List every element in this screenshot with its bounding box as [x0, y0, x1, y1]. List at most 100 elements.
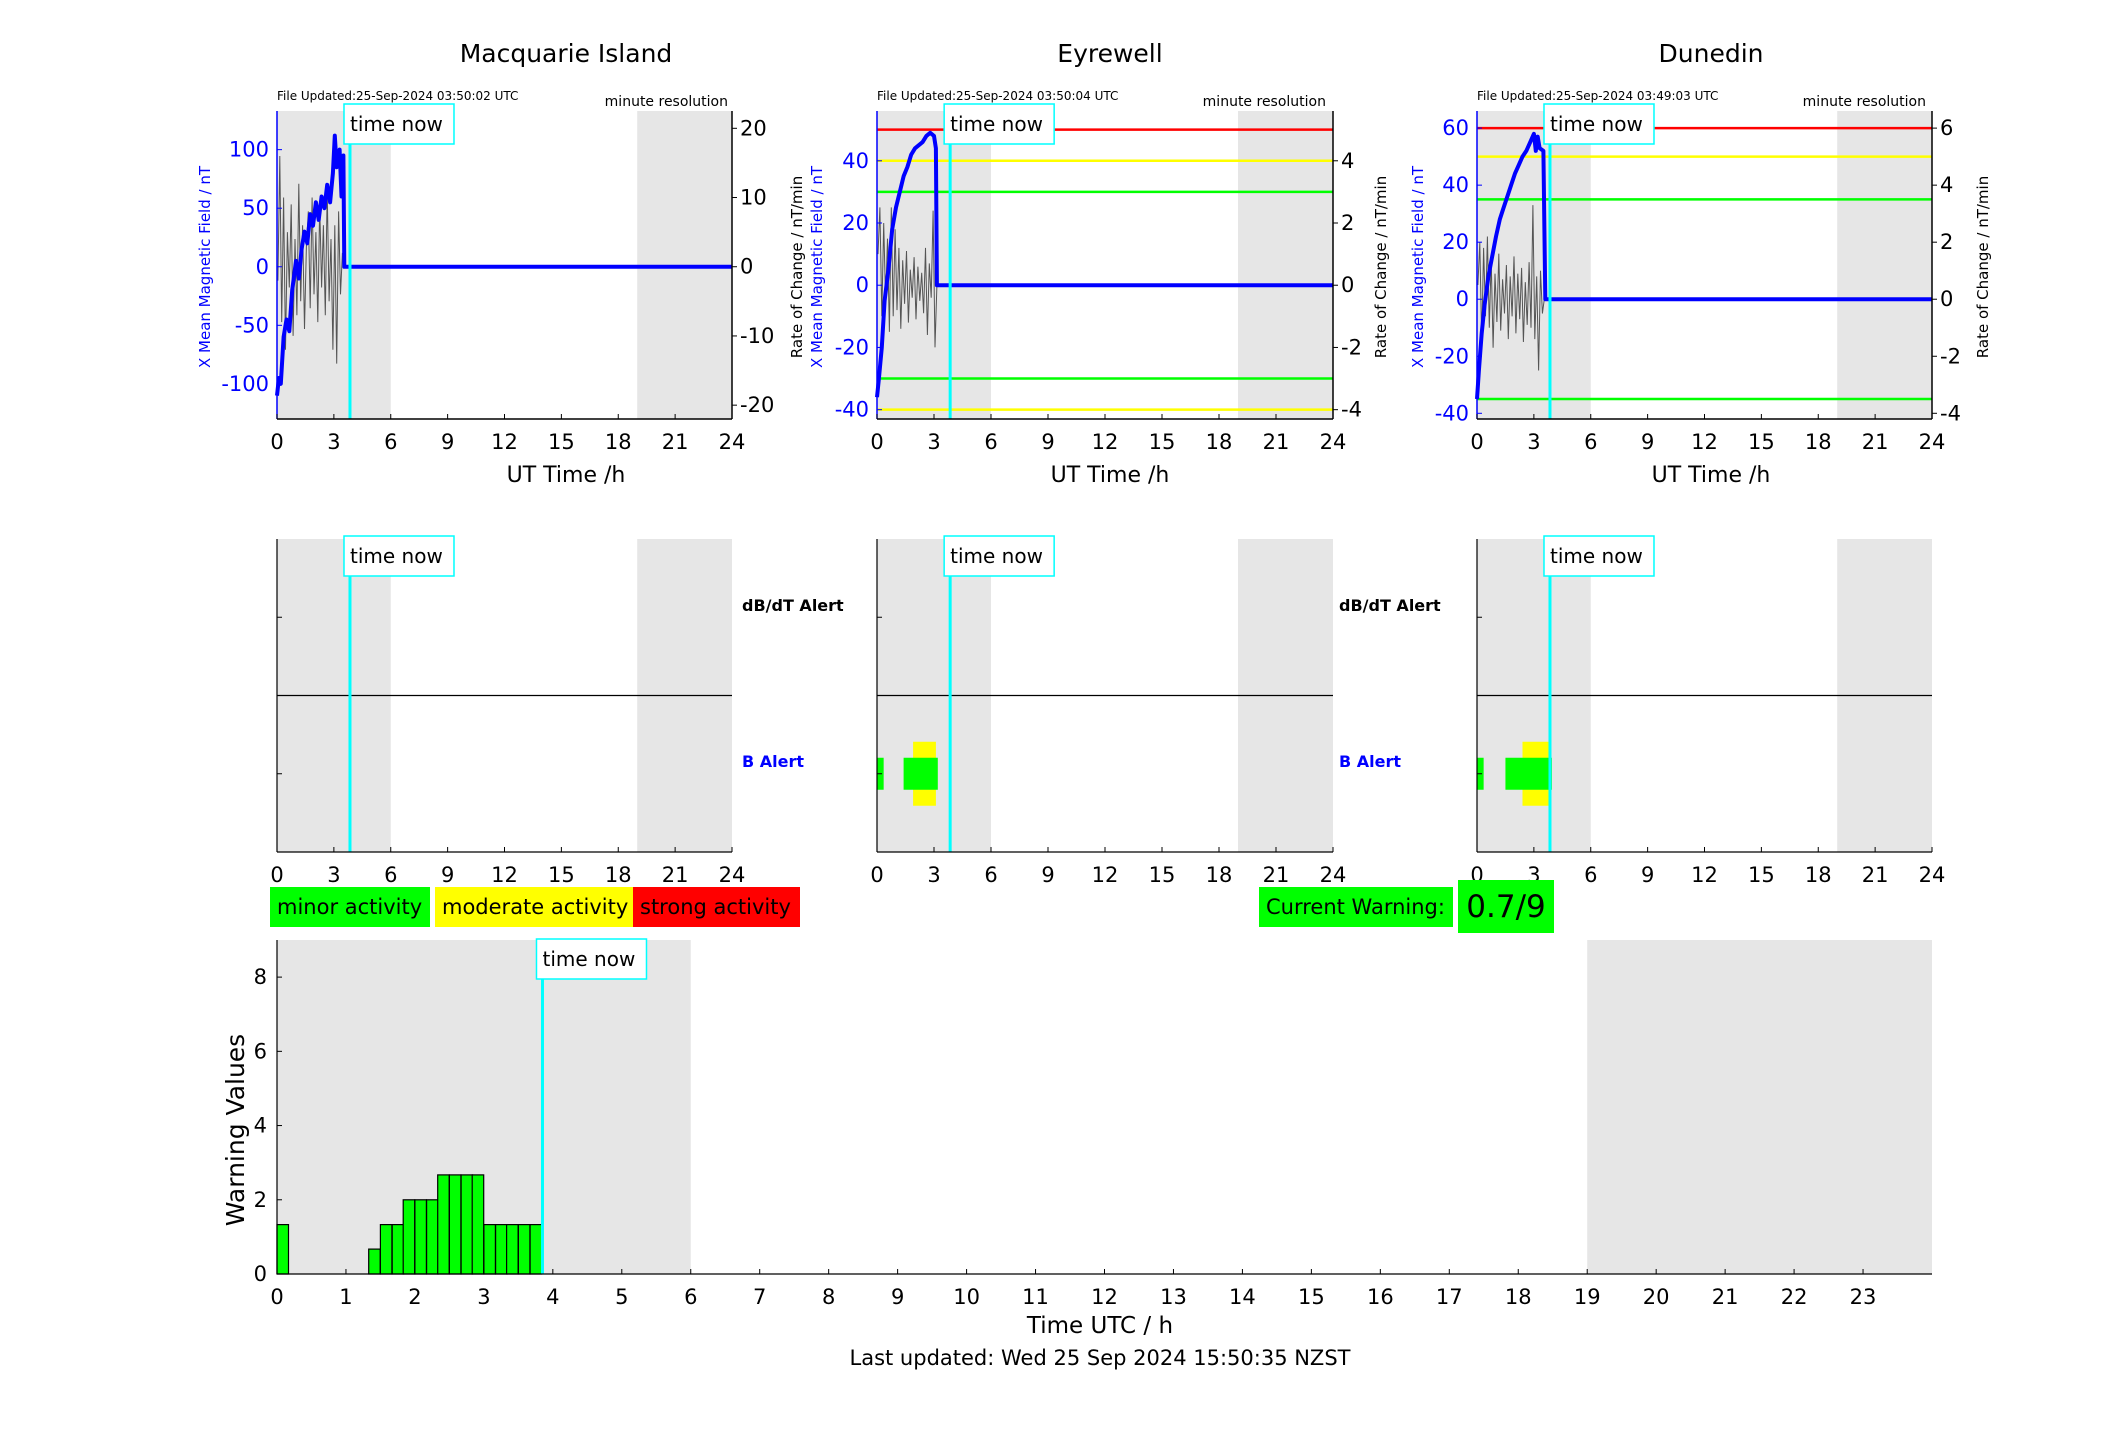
x-tick-label-warning-6: 6: [684, 1285, 697, 1309]
x-tick-label-alert-dunedin-9: 9: [1641, 863, 1654, 887]
shade-band-warning-1: [1587, 940, 1932, 1274]
x-tick-label-alert-eyrewell-6: 6: [984, 863, 997, 887]
x-tick-label-alert-dunedin-18: 18: [1805, 863, 1832, 887]
yr-tick-label-dunedin--2: -2: [1940, 344, 1961, 368]
time-now-box-dunedin: [1543, 103, 1655, 145]
time-now-box-warning: [535, 938, 648, 980]
alert-panel-eyrewell: 0 3 6 9 12 15 18 21 24 time now: [870, 535, 1346, 887]
yr-tick-label-eyrewell--4: -4: [1341, 398, 1362, 422]
x-tick-label-warning-7: 7: [753, 1285, 766, 1309]
x-tick-label-macquarie-3: 3: [327, 430, 340, 454]
y-tick-label-warning-0: 0: [254, 1262, 267, 1286]
warning-bar-13: [506, 1223, 519, 1275]
x-tick-label-warning-3: 3: [477, 1285, 490, 1309]
x-tick-label-warning-19: 19: [1574, 1285, 1601, 1309]
xlabel-macquarie: UT Time /h: [507, 463, 626, 488]
file-updated-eyrewell: File Updated:25-Sep-2024 03:50:04 UTC: [877, 89, 1118, 103]
x-tick-label-alert-macquarie-21: 21: [662, 863, 689, 887]
title-dunedin: Dunedin: [1659, 39, 1764, 68]
warning-bar-10: [471, 1174, 485, 1275]
x-tick-label-alert-macquarie-12: 12: [491, 863, 518, 887]
yl-tick-label-dunedin-40: 40: [1442, 173, 1469, 197]
yl-tick-label-eyrewell--20: -20: [835, 335, 869, 359]
x-tick-label-alert-eyrewell-3: 3: [927, 863, 940, 887]
field-line-eyrewell: [875, 130, 1333, 398]
x-tick-label-warning-14: 14: [1229, 1285, 1256, 1309]
alert-row-label-dbdt-2: dB/dT Alert: [1339, 596, 1441, 615]
x-tick-label-macquarie-6: 6: [384, 430, 397, 454]
resolution-eyrewell: minute resolution: [1203, 94, 1326, 110]
x-tick-label-alert-dunedin-15: 15: [1748, 863, 1775, 887]
yr-tick-label-macquarie-10: 10: [740, 186, 767, 210]
y-tick-label-warning-6: 6: [254, 1039, 267, 1063]
x-tick-label-dunedin-3: 3: [1527, 430, 1540, 454]
shade-band-dunedin-1: [1837, 111, 1932, 419]
x-tick-label-warning-15: 15: [1298, 1285, 1325, 1309]
time-now-label-alert-macquarie: time now: [350, 544, 443, 568]
x-tick-label-macquarie-15: 15: [548, 430, 575, 454]
x-tick-label-warning-21: 21: [1712, 1285, 1739, 1309]
x-tick-label-macquarie-21: 21: [662, 430, 689, 454]
time-now-label-eyrewell: time now: [950, 112, 1043, 136]
warning-bar-15: [529, 1223, 543, 1275]
x-tick-label-warning-12: 12: [1091, 1285, 1118, 1309]
y-tick-label-warning-4: 4: [254, 1114, 267, 1138]
time-now-label-dunedin: time now: [1550, 112, 1643, 136]
rate-line-macquarie: [277, 155, 732, 364]
chart-dunedin: 0 3 6 9 12 15 18 21 24-40-200204060-4-20246time …: [1435, 103, 1961, 454]
ylabel-right-macquarie: Rate of Change / nT/min: [788, 176, 806, 358]
file-updated-dunedin: File Updated:25-Sep-2024 03:49:03 UTC: [1477, 89, 1718, 103]
resolution-macquarie: minute resolution: [605, 94, 728, 110]
yl-tick-label-eyrewell--40: -40: [835, 398, 869, 422]
yr-tick-label-eyrewell-2: 2: [1341, 211, 1354, 235]
current-warning-value-box: [1458, 880, 1554, 933]
x-tick-label-alert-eyrewell-12: 12: [1092, 863, 1119, 887]
x-tick-label-warning-4: 4: [546, 1285, 559, 1309]
yr-tick-label-eyrewell-4: 4: [1341, 149, 1354, 173]
x-tick-label-warning-11: 11: [1022, 1285, 1049, 1309]
x-tick-label-alert-macquarie-9: 9: [441, 863, 454, 887]
x-tick-label-warning-16: 16: [1367, 1285, 1394, 1309]
x-tick-label-macquarie-0: 0: [270, 430, 283, 454]
x-tick-label-dunedin-15: 15: [1748, 430, 1775, 454]
x-tick-label-warning-8: 8: [822, 1285, 835, 1309]
ylabel-left-eyrewell: X Mean Magnetic Field / nT: [808, 165, 826, 368]
yl-tick-label-eyrewell-0: 0: [856, 273, 869, 297]
yr-tick-label-dunedin-4: 4: [1940, 173, 1953, 197]
time-now-box-eyrewell: [943, 103, 1055, 145]
time-now-label-warning: time now: [542, 947, 635, 971]
alert-row-label-dbdt-1: dB/dT Alert: [742, 596, 844, 615]
time-now-label-alert-dunedin: time now: [1550, 544, 1643, 568]
x-tick-label-eyrewell-6: 6: [984, 430, 997, 454]
alert-block-alert-dunedin-2: [1505, 757, 1552, 790]
yr-tick-label-macquarie-0: 0: [740, 255, 753, 279]
ylabel-right-dunedin: Rate of Change / nT/min: [1974, 176, 1992, 358]
x-tick-label-warning-2: 2: [408, 1285, 421, 1309]
warning-bar-5: [414, 1199, 427, 1275]
title-macquarie: Macquarie Island: [460, 39, 673, 68]
current-warning-value: 0.7/9: [1466, 889, 1545, 925]
yl-tick-label-macquarie-100: 100: [229, 138, 269, 162]
x-tick-label-warning-17: 17: [1436, 1285, 1463, 1309]
yr-tick-label-macquarie-20: 20: [740, 116, 767, 140]
warning-bar-12: [495, 1223, 508, 1275]
legend-strong-box: [633, 887, 800, 927]
x-tick-label-warning-1: 1: [339, 1285, 352, 1309]
x-tick-label-eyrewell-9: 9: [1041, 430, 1054, 454]
x-tick-label-warning-22: 22: [1781, 1285, 1808, 1309]
y-tick-label-warning-2: 2: [254, 1188, 267, 1212]
warning-bar-0: [276, 1223, 290, 1275]
x-tick-label-macquarie-18: 18: [605, 430, 632, 454]
x-tick-label-alert-macquarie-0: 0: [270, 863, 283, 887]
x-tick-label-alert-macquarie-18: 18: [605, 863, 632, 887]
x-tick-label-warning-18: 18: [1505, 1285, 1532, 1309]
y-tick-label-warning-8: 8: [254, 965, 267, 989]
x-tick-label-alert-eyrewell-18: 18: [1206, 863, 1233, 887]
x-tick-label-warning-10: 10: [953, 1285, 980, 1309]
chart-macquarie: 0 3 6 9 12 15 18 21 24-100-50050100-20-1001020ti…: [221, 103, 774, 454]
yr-tick-label-dunedin-6: 6: [1940, 116, 1953, 140]
xlabel-eyrewell: UT Time /h: [1051, 463, 1170, 488]
warning-chart: 0 1 2 3 4 5 6 7 8 9 10 11 12 13 14 15 16 17 18 19 20 21 22 2302…: [254, 938, 1932, 1309]
yl-tick-label-macquarie--100: -100: [221, 372, 269, 396]
